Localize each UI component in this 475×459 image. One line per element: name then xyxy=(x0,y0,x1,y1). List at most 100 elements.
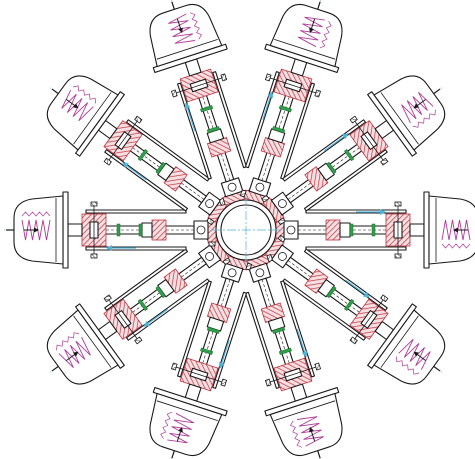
actuator-arm-1 xyxy=(266,191,475,269)
actuator-arm-9 xyxy=(239,0,343,212)
seal xyxy=(272,326,286,334)
seal xyxy=(155,161,166,175)
actuator-flange xyxy=(62,191,69,269)
housing-seam xyxy=(73,92,112,145)
actuator-arm-6 xyxy=(4,191,226,269)
gland-follower xyxy=(339,222,351,238)
coupling-bore xyxy=(227,182,237,192)
end-stub xyxy=(317,1,321,10)
gland-follower xyxy=(141,222,153,238)
actuator-arm-10 xyxy=(261,75,446,226)
spring xyxy=(189,12,202,40)
end-stub xyxy=(51,365,59,372)
end-stub xyxy=(433,365,441,372)
coupling-bore xyxy=(278,252,287,261)
spring xyxy=(21,211,51,217)
spring xyxy=(290,420,303,448)
cross-nut xyxy=(90,253,98,259)
housing-seam xyxy=(380,92,419,145)
seal xyxy=(138,223,143,237)
cross-nut xyxy=(380,294,389,303)
flange-nut xyxy=(239,189,247,198)
housing-seam xyxy=(274,400,336,421)
cross-nut xyxy=(170,89,178,98)
actuator-neck xyxy=(67,223,83,237)
cross-bolt xyxy=(107,119,139,162)
flow-arrow xyxy=(106,245,136,251)
actuation-arrow xyxy=(24,227,39,233)
seal xyxy=(344,298,355,312)
end-stub xyxy=(171,1,175,10)
flange-nut xyxy=(277,217,286,226)
actuation-arrow xyxy=(66,99,79,109)
flow-arrow xyxy=(345,279,370,298)
spring xyxy=(395,356,420,375)
seal xyxy=(200,347,214,355)
flow-arrow xyxy=(218,339,230,369)
flow-arrow xyxy=(356,209,386,215)
gland-packing xyxy=(325,219,341,241)
seal xyxy=(278,105,292,113)
actuator-arm-4 xyxy=(149,248,253,459)
guide-rod xyxy=(85,209,187,214)
seal xyxy=(344,148,355,162)
actuator-arm-5 xyxy=(46,234,231,385)
actuation-arrow xyxy=(413,99,426,109)
flange-nut xyxy=(261,194,270,203)
guide-rod xyxy=(104,248,189,311)
actuator-housing xyxy=(269,3,343,68)
coupling-bore xyxy=(286,225,296,235)
seal xyxy=(349,223,354,237)
end-stub xyxy=(433,88,441,95)
cross-bolt xyxy=(174,77,224,94)
guide-rod xyxy=(282,278,367,341)
flange-nut xyxy=(208,241,216,247)
cross-bolt xyxy=(353,119,385,162)
spring xyxy=(72,85,97,104)
guide-rod xyxy=(125,119,210,182)
cross-nut xyxy=(134,336,143,345)
actuator-flange xyxy=(423,191,430,269)
actuation-arrow xyxy=(176,18,183,34)
cross-nut xyxy=(264,73,272,82)
cross-nut xyxy=(134,115,143,124)
seal xyxy=(272,126,286,134)
flange-nut xyxy=(245,262,253,271)
cross-nut xyxy=(103,294,112,303)
cross-nut xyxy=(264,378,272,387)
spring xyxy=(21,219,51,241)
cross-bolt xyxy=(174,366,224,383)
seal xyxy=(326,161,337,175)
actuator-housing xyxy=(46,309,119,385)
seal xyxy=(137,298,148,312)
cross-nut xyxy=(90,201,98,207)
seal xyxy=(116,223,121,237)
actuation-arrow xyxy=(309,18,316,34)
end-stub xyxy=(51,88,59,95)
flow-arrow xyxy=(296,328,308,358)
seal xyxy=(206,326,220,334)
seal xyxy=(278,347,292,355)
cross-nut xyxy=(170,362,178,371)
guide-rod xyxy=(212,71,248,169)
cross-bolt xyxy=(107,298,139,341)
guide-rod xyxy=(244,291,280,389)
end-stub xyxy=(317,450,321,459)
coupling-bore xyxy=(255,268,265,278)
housing-seam xyxy=(380,315,419,368)
coupling-block xyxy=(193,220,209,240)
actuator-arms xyxy=(4,0,475,459)
coupling-block xyxy=(283,220,299,240)
spring xyxy=(412,109,436,128)
actuation-arrow xyxy=(453,227,468,233)
spring xyxy=(319,21,332,49)
cross-nut xyxy=(314,362,322,371)
coupling-bore xyxy=(255,182,265,192)
flange-nut xyxy=(218,198,226,206)
spring xyxy=(56,332,80,351)
actuation-arrow xyxy=(309,426,316,442)
spring xyxy=(296,416,324,447)
flow-arrow xyxy=(143,308,168,327)
